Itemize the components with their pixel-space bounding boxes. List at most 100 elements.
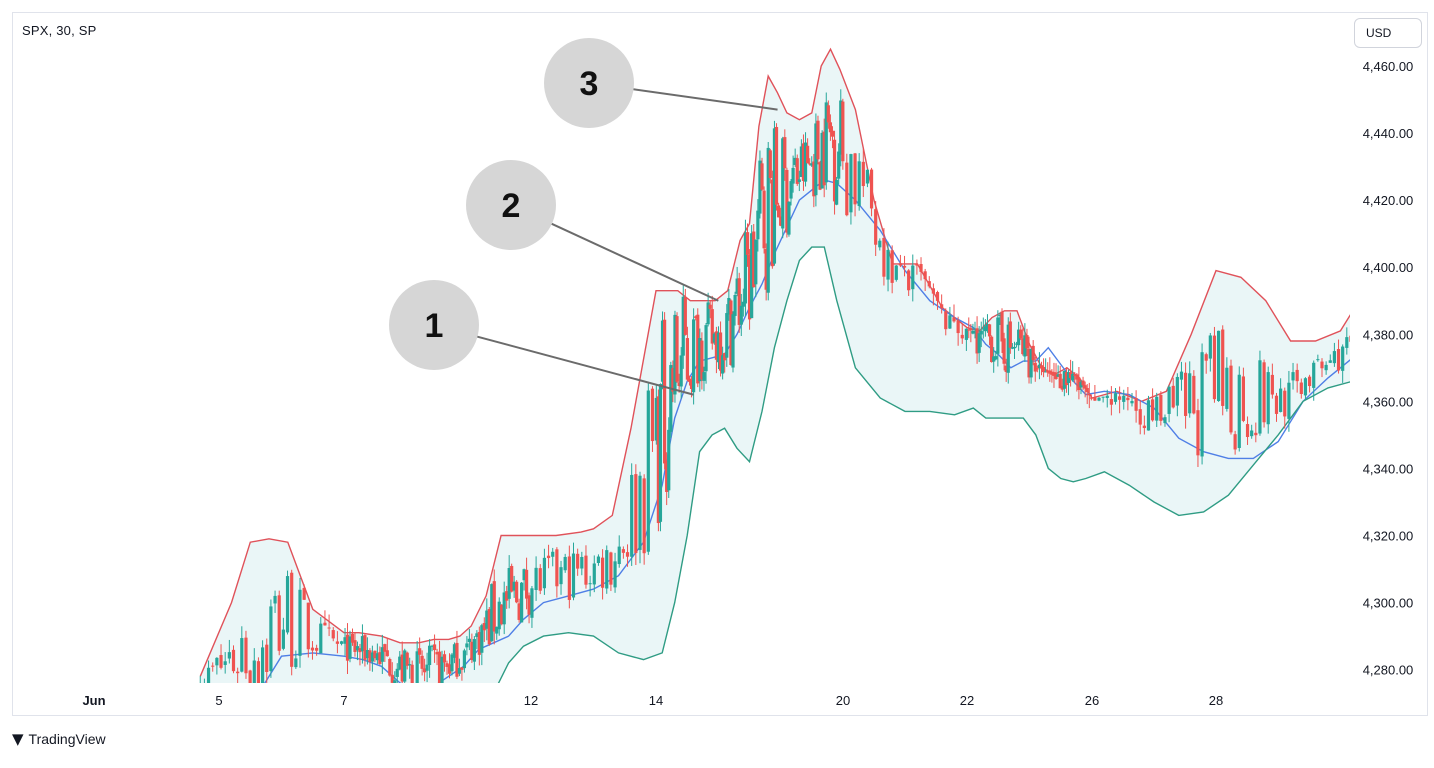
candle (785, 167, 789, 238)
candle-body (806, 145, 810, 164)
chart-frame (12, 12, 1428, 716)
candles (199, 89, 1419, 689)
candle-body (675, 316, 679, 382)
candle-body (1012, 346, 1017, 349)
candle-body (1407, 301, 1410, 316)
candle (520, 581, 524, 623)
candle-body (477, 632, 481, 655)
candle (420, 650, 424, 676)
candle-body (542, 557, 547, 589)
candle (1126, 387, 1130, 411)
candle-body (787, 201, 791, 235)
currency-button[interactable]: USD (1354, 18, 1422, 48)
candle (948, 306, 952, 330)
candle (835, 176, 839, 206)
candle (240, 626, 244, 673)
candle (1204, 352, 1208, 374)
time-axis[interactable]: Jun 5 7 12 14 20 22 26 28 (82, 693, 1223, 708)
candle (806, 138, 810, 164)
candle-body (774, 126, 779, 205)
candle (1008, 312, 1012, 354)
candle-body (551, 551, 555, 557)
candle-body (502, 592, 506, 625)
candle-body (692, 319, 696, 393)
candle (1109, 386, 1113, 416)
candle-body (1299, 382, 1303, 394)
candle (327, 614, 331, 637)
candle-body (442, 654, 447, 663)
candle-body (567, 556, 571, 600)
candle (776, 202, 781, 218)
candle (621, 546, 625, 559)
candle-body (1349, 335, 1350, 342)
symbol-label[interactable]: SPX, 30, SP (22, 23, 97, 38)
candle-body (400, 654, 404, 682)
candle (803, 132, 808, 187)
candle (1041, 358, 1046, 378)
candle (1287, 370, 1291, 432)
candle-body (256, 661, 261, 683)
candle (841, 98, 845, 170)
candle-body (878, 240, 882, 248)
candle (964, 328, 968, 351)
candle-body (1291, 372, 1295, 381)
candle (398, 651, 402, 671)
candle-body (1208, 335, 1212, 359)
candle-body (754, 239, 758, 285)
candle-body (555, 549, 559, 587)
candle (683, 288, 687, 336)
candle-body (487, 609, 491, 645)
candle-body (1287, 382, 1291, 419)
brand[interactable]: ▼ TradingView (12, 730, 106, 748)
candle-body (1258, 360, 1262, 434)
candle-body (584, 555, 588, 585)
candle (447, 653, 452, 679)
candle-body (415, 651, 419, 683)
candle-body (398, 656, 402, 670)
candle-body (981, 328, 985, 330)
candle-body (199, 688, 202, 689)
candle-body (727, 297, 731, 315)
candle (830, 126, 835, 149)
candle-body (762, 190, 766, 249)
candle-body (667, 429, 671, 491)
candle-body (739, 305, 743, 325)
candle (973, 321, 977, 339)
candle (1155, 392, 1159, 427)
candle (465, 636, 469, 656)
candle (935, 290, 940, 310)
candle-body (1050, 371, 1054, 375)
candle-body (1004, 365, 1008, 372)
y-tick-label: 4,380.00 (1363, 327, 1414, 342)
y-tick-label: 4,440.00 (1363, 126, 1414, 141)
candle-body (1188, 373, 1192, 414)
candle (1416, 249, 1419, 292)
candle-body (522, 569, 526, 581)
candle (994, 350, 998, 361)
tradingview-logo-icon: ▼ (12, 730, 24, 748)
candle (1077, 366, 1081, 400)
price-axis[interactable]: 4,460.00 4,440.00 4,420.00 4,400.00 4,380.00… (1363, 59, 1414, 678)
candle-body (1237, 374, 1241, 448)
candle (383, 643, 387, 662)
candle (260, 640, 265, 683)
candle (1113, 388, 1118, 405)
candle-body (725, 313, 729, 358)
candle-body (492, 581, 496, 632)
candle (810, 156, 814, 167)
callout-circle (466, 160, 556, 250)
candle (363, 633, 367, 667)
candle-body (343, 637, 347, 644)
candle-body (388, 659, 392, 676)
candle (385, 638, 389, 657)
candle (646, 383, 650, 555)
candle-body (600, 557, 605, 588)
candle-body (219, 655, 223, 668)
candle (894, 265, 898, 282)
candle-body (1101, 396, 1105, 398)
candle (273, 590, 277, 613)
candle-body (475, 633, 479, 637)
candle-body (294, 658, 298, 668)
candle-body (696, 314, 700, 384)
